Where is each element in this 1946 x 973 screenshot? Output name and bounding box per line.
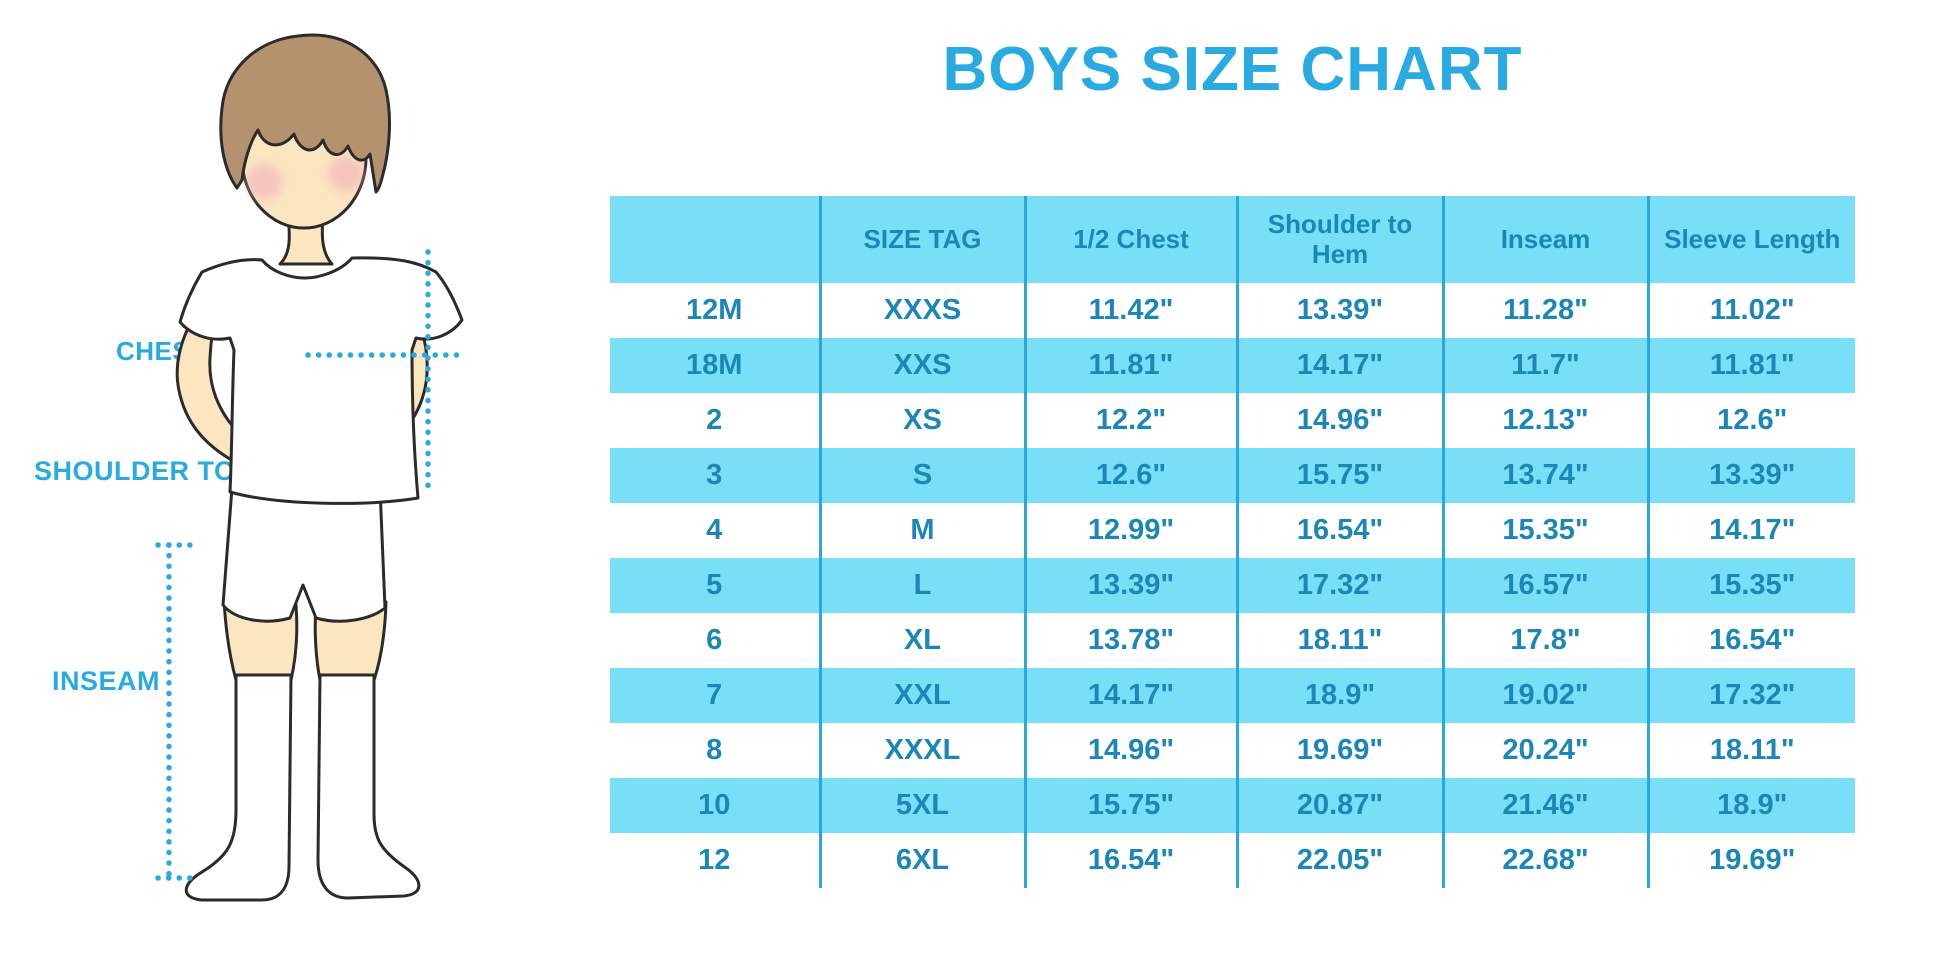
measurement-cell: 15.35": [1646, 558, 1855, 613]
measurement-cell: 19.69": [1646, 833, 1855, 888]
size-chart-table: SIZE TAG 1/2 Chest Shoulder to Hem Insea…: [610, 196, 1855, 888]
boy-tshirt: [178, 256, 464, 505]
measurement-cell: 18.11": [1646, 723, 1855, 778]
table-row: 7 XXL 14.17" 18.9" 19.02" 17.32": [610, 668, 1855, 723]
size-cell: 6: [706, 624, 723, 656]
measurement-cell: 5XL: [818, 778, 1025, 833]
measurement-cell: 17.8": [1441, 613, 1648, 668]
table-row: 12M XXXS 11.42" 13.39" 11.28" 11.02": [610, 283, 1855, 338]
table-row: 18M XXS 11.81" 14.17" 11.7" 11.81": [610, 338, 1855, 393]
measurement-cell: 14.96": [1235, 393, 1443, 448]
measurement-cell: 14.96": [1023, 723, 1237, 778]
col-header-size: [610, 196, 820, 283]
measurement-cell: 11.81": [1023, 338, 1237, 393]
measurement-cell: 16.54": [1235, 503, 1443, 558]
measurement-cell: 16.54": [1023, 833, 1237, 888]
boy-right-sock: [316, 673, 421, 900]
boy-right-blush: [328, 156, 364, 192]
col-header-size-tag: SIZE TAG: [818, 196, 1025, 283]
size-cell: 5: [610, 558, 820, 613]
measurement-cell: XL: [818, 613, 1025, 668]
measurement-cell: 13.39": [1235, 283, 1443, 338]
measurement-cell: 15.35": [1441, 503, 1648, 558]
table-row: 12 6XL 16.54" 22.05" 22.68" 19.69": [610, 833, 1855, 888]
measurement-cell: XXXL: [818, 723, 1025, 778]
measurement-cell: 14.17": [1646, 503, 1855, 558]
table-row: 3 S 12.6" 15.75" 13.74" 13.39": [610, 448, 1855, 503]
page-title: BOYS SIZE CHART: [942, 35, 1523, 104]
measurement-cell: 12.99": [1023, 503, 1237, 558]
col-header-inseam: Inseam: [1441, 196, 1648, 283]
measurement-cell: XXS: [818, 338, 1025, 393]
measurement-cell: 18.9": [1646, 778, 1855, 833]
boy-hair: [219, 33, 391, 194]
measurement-cell: 19.02": [1441, 668, 1648, 723]
measurement-cell: M: [818, 503, 1025, 558]
measurement-cell: 13.78": [1023, 613, 1237, 668]
measurement-cell: 13.39": [1646, 448, 1855, 503]
measurement-cell: S: [818, 448, 1025, 503]
measurement-cell: XS: [818, 393, 1025, 448]
measurement-cell: 16.57": [1441, 558, 1648, 613]
table-row: 5 L 13.39" 17.32" 16.57" 15.35": [610, 558, 1855, 613]
measurement-cell: 19.69": [1235, 723, 1443, 778]
boy-illustration: [155, 33, 466, 902]
size-cell: 10: [610, 778, 820, 833]
measurement-cell: 13.74": [1441, 448, 1648, 503]
table-row: 10 5XL 15.75" 20.87" 21.46" 18.9": [610, 778, 1855, 833]
size-cell: 2: [706, 404, 723, 436]
measurement-cell: 22.68": [1441, 833, 1648, 888]
measurement-cell: 20.24": [1441, 723, 1648, 778]
measurement-cell: 11.7": [1441, 338, 1648, 393]
measurement-cell: 12.6": [1023, 448, 1237, 503]
measurement-cell: 17.32": [1235, 558, 1443, 613]
measurement-cell: 11.28": [1441, 283, 1648, 338]
measurement-cell: 12.6": [1646, 393, 1855, 448]
measurement-cell: 17.32": [1646, 668, 1855, 723]
size-cell: 4: [706, 514, 723, 546]
size-cell: 18M: [610, 338, 820, 393]
table-row: 4 M 12.99" 16.54" 15.35" 14.17": [610, 503, 1855, 558]
table-row: 2 XS 12.2" 14.96" 12.13" 12.6": [610, 393, 1855, 448]
header-row: SIZE TAG 1/2 Chest Shoulder to Hem Insea…: [610, 196, 1855, 283]
measurement-cell: 15.75": [1023, 778, 1237, 833]
measurement-cell: XXXS: [818, 283, 1025, 338]
measurement-cell: 20.87": [1235, 778, 1443, 833]
measurement-cell: 15.75": [1235, 448, 1443, 503]
boy-left-sock: [184, 673, 293, 902]
measurement-cell: XXL: [818, 668, 1025, 723]
measurement-cell: 11.81": [1646, 338, 1855, 393]
col-header-sleeve-length: Sleeve Length: [1646, 196, 1855, 283]
col-header-half-chest: 1/2 Chest: [1023, 196, 1237, 283]
size-cell: 7: [610, 668, 820, 723]
measurement-cell: 13.39": [1023, 558, 1237, 613]
measurement-cell: 21.46": [1441, 778, 1648, 833]
size-cell: 12: [698, 844, 731, 876]
boy-left-blush: [246, 164, 282, 200]
table-row: 6 XL 13.78" 18.11" 17.8" 16.54": [610, 613, 1855, 668]
measurement-cell: 18.9": [1235, 668, 1443, 723]
col-header-shoulder-to-hem: Shoulder to Hem: [1235, 196, 1443, 283]
measurement-cell: 6XL: [818, 833, 1025, 888]
measurement-cell: L: [818, 558, 1025, 613]
measurement-cell: 14.17": [1023, 668, 1237, 723]
measurement-cell: 18.11": [1235, 613, 1443, 668]
size-cell: 3: [610, 448, 820, 503]
boy-shorts: [221, 486, 387, 623]
measurement-cell: 22.05": [1235, 833, 1443, 888]
measurement-cell: 14.17": [1235, 338, 1443, 393]
measurement-cell: 11.02": [1646, 283, 1855, 338]
inseam-label: INSEAM: [52, 666, 161, 696]
measurement-cell: 16.54": [1646, 613, 1855, 668]
table-row: 8 XXXL 14.96" 19.69" 20.24" 18.11": [610, 723, 1855, 778]
size-cell: 8: [706, 734, 723, 766]
size-cell: 12M: [686, 294, 743, 326]
measurement-cell: 11.42": [1023, 283, 1237, 338]
measurement-cell: 12.13": [1441, 393, 1648, 448]
measurement-cell: 12.2": [1023, 393, 1237, 448]
